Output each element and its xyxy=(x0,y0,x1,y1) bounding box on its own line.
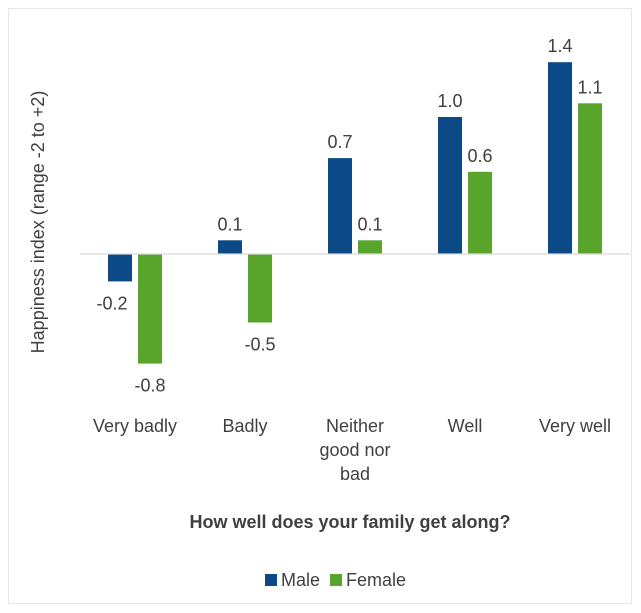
legend-swatch-male xyxy=(265,574,277,586)
value-label-female-1: -0.8 xyxy=(134,376,165,396)
bar-female-5 xyxy=(578,103,602,254)
value-label-female-4: 0.6 xyxy=(467,146,492,166)
value-label-female-2: -0.5 xyxy=(244,335,275,355)
value-labels-group: -0.2 -0.8 0.1 -0.5 0.7 0.1 1.0 0.6 1.4 1.1 xyxy=(96,36,602,395)
category-label-2: Badly xyxy=(222,416,267,436)
bar-male-3 xyxy=(328,158,352,254)
legend-label-male: Male xyxy=(281,570,320,590)
value-label-male-2: 0.1 xyxy=(217,214,242,234)
legend: Male Female xyxy=(265,570,406,590)
category-label-3-line-2: good nor xyxy=(319,440,390,460)
bar-female-2 xyxy=(248,254,272,323)
value-label-female-5: 1.1 xyxy=(577,77,602,97)
value-label-male-5: 1.4 xyxy=(547,36,572,56)
bar-male-1 xyxy=(108,254,132,282)
value-label-male-4: 1.0 xyxy=(437,91,462,111)
bar-male-5 xyxy=(548,62,572,255)
value-label-male-1: -0.2 xyxy=(96,293,127,313)
bar-female-4 xyxy=(468,171,492,254)
bars-group xyxy=(108,62,602,364)
y-axis-title: Happiness index (range -2 to +2) xyxy=(28,91,48,354)
bar-female-1 xyxy=(138,254,162,364)
bar-male-4 xyxy=(438,117,462,254)
bar-female-3 xyxy=(358,240,382,254)
category-label-4: Well xyxy=(448,416,483,436)
category-labels-group: Very badly Badly Neither good nor bad Well Ver… xyxy=(93,416,611,484)
value-label-male-3: 0.7 xyxy=(327,132,352,152)
legend-swatch-female xyxy=(330,574,342,586)
legend-label-female: Female xyxy=(346,570,406,590)
chart-frame xyxy=(8,8,632,604)
x-axis-title: How well does your family get along? xyxy=(189,512,510,532)
bar-male-2 xyxy=(218,240,242,254)
value-label-female-3: 0.1 xyxy=(357,214,382,234)
category-label-1: Very badly xyxy=(93,416,177,436)
category-label-3-line-3: bad xyxy=(340,464,370,484)
category-label-3-line-1: Neither xyxy=(326,416,384,436)
category-label-5: Very well xyxy=(539,416,611,436)
